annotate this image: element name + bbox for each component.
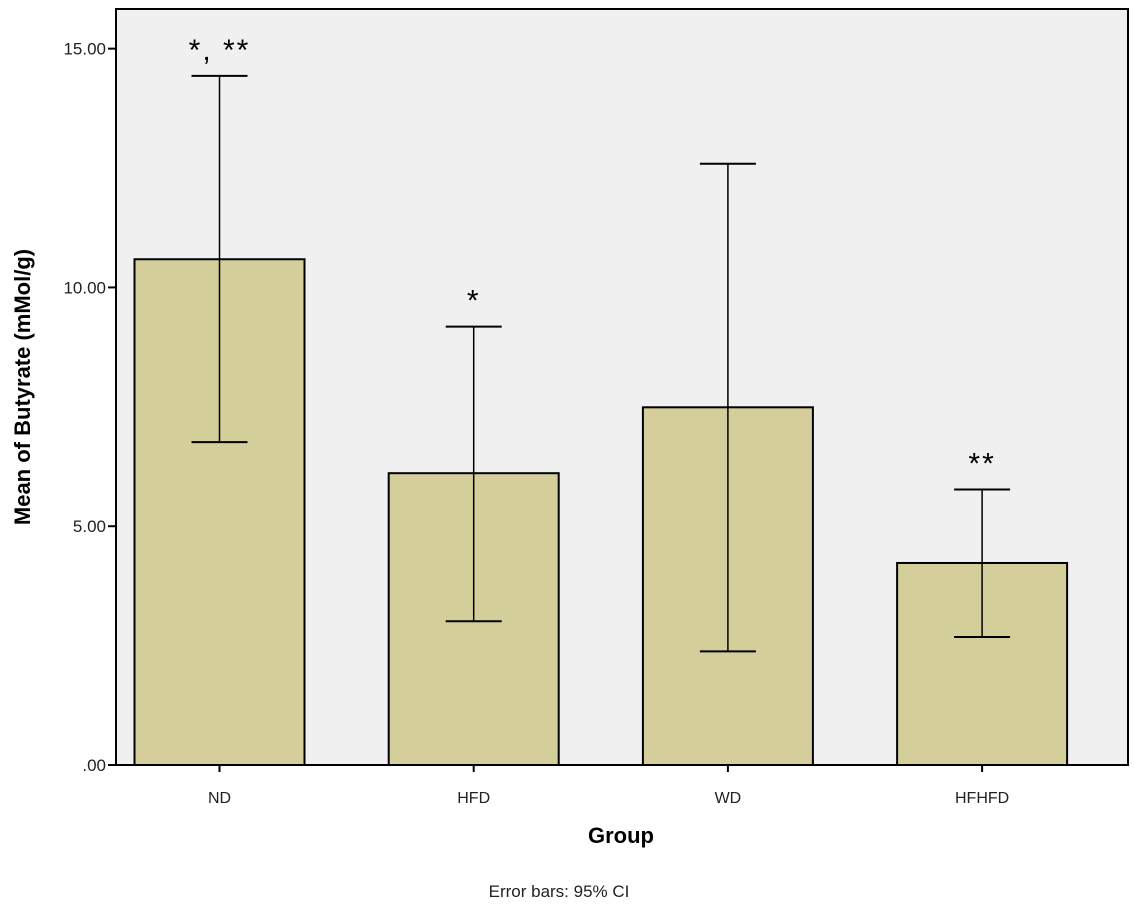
significance-annotation: * — [467, 285, 481, 318]
x-tick-label: HFHFD — [955, 790, 1009, 807]
y-tick-label: 10.00 — [63, 278, 106, 297]
y-tick-label: 5.00 — [73, 517, 106, 536]
x-tick-label: ND — [208, 790, 231, 807]
x-axis-label: Group — [588, 823, 654, 848]
y-tick-label: 15.00 — [63, 40, 106, 59]
x-tick-label: WD — [715, 790, 742, 807]
significance-annotation: ** — [968, 447, 995, 480]
y-tick-label: .00 — [82, 756, 106, 775]
significance-annotation: *, ** — [189, 34, 251, 67]
y-axis-label: Mean of Butyrate (mMol/g) — [10, 249, 35, 525]
x-tick-label: HFD — [457, 790, 490, 807]
footnote: Error bars: 95% CI — [489, 882, 630, 901]
